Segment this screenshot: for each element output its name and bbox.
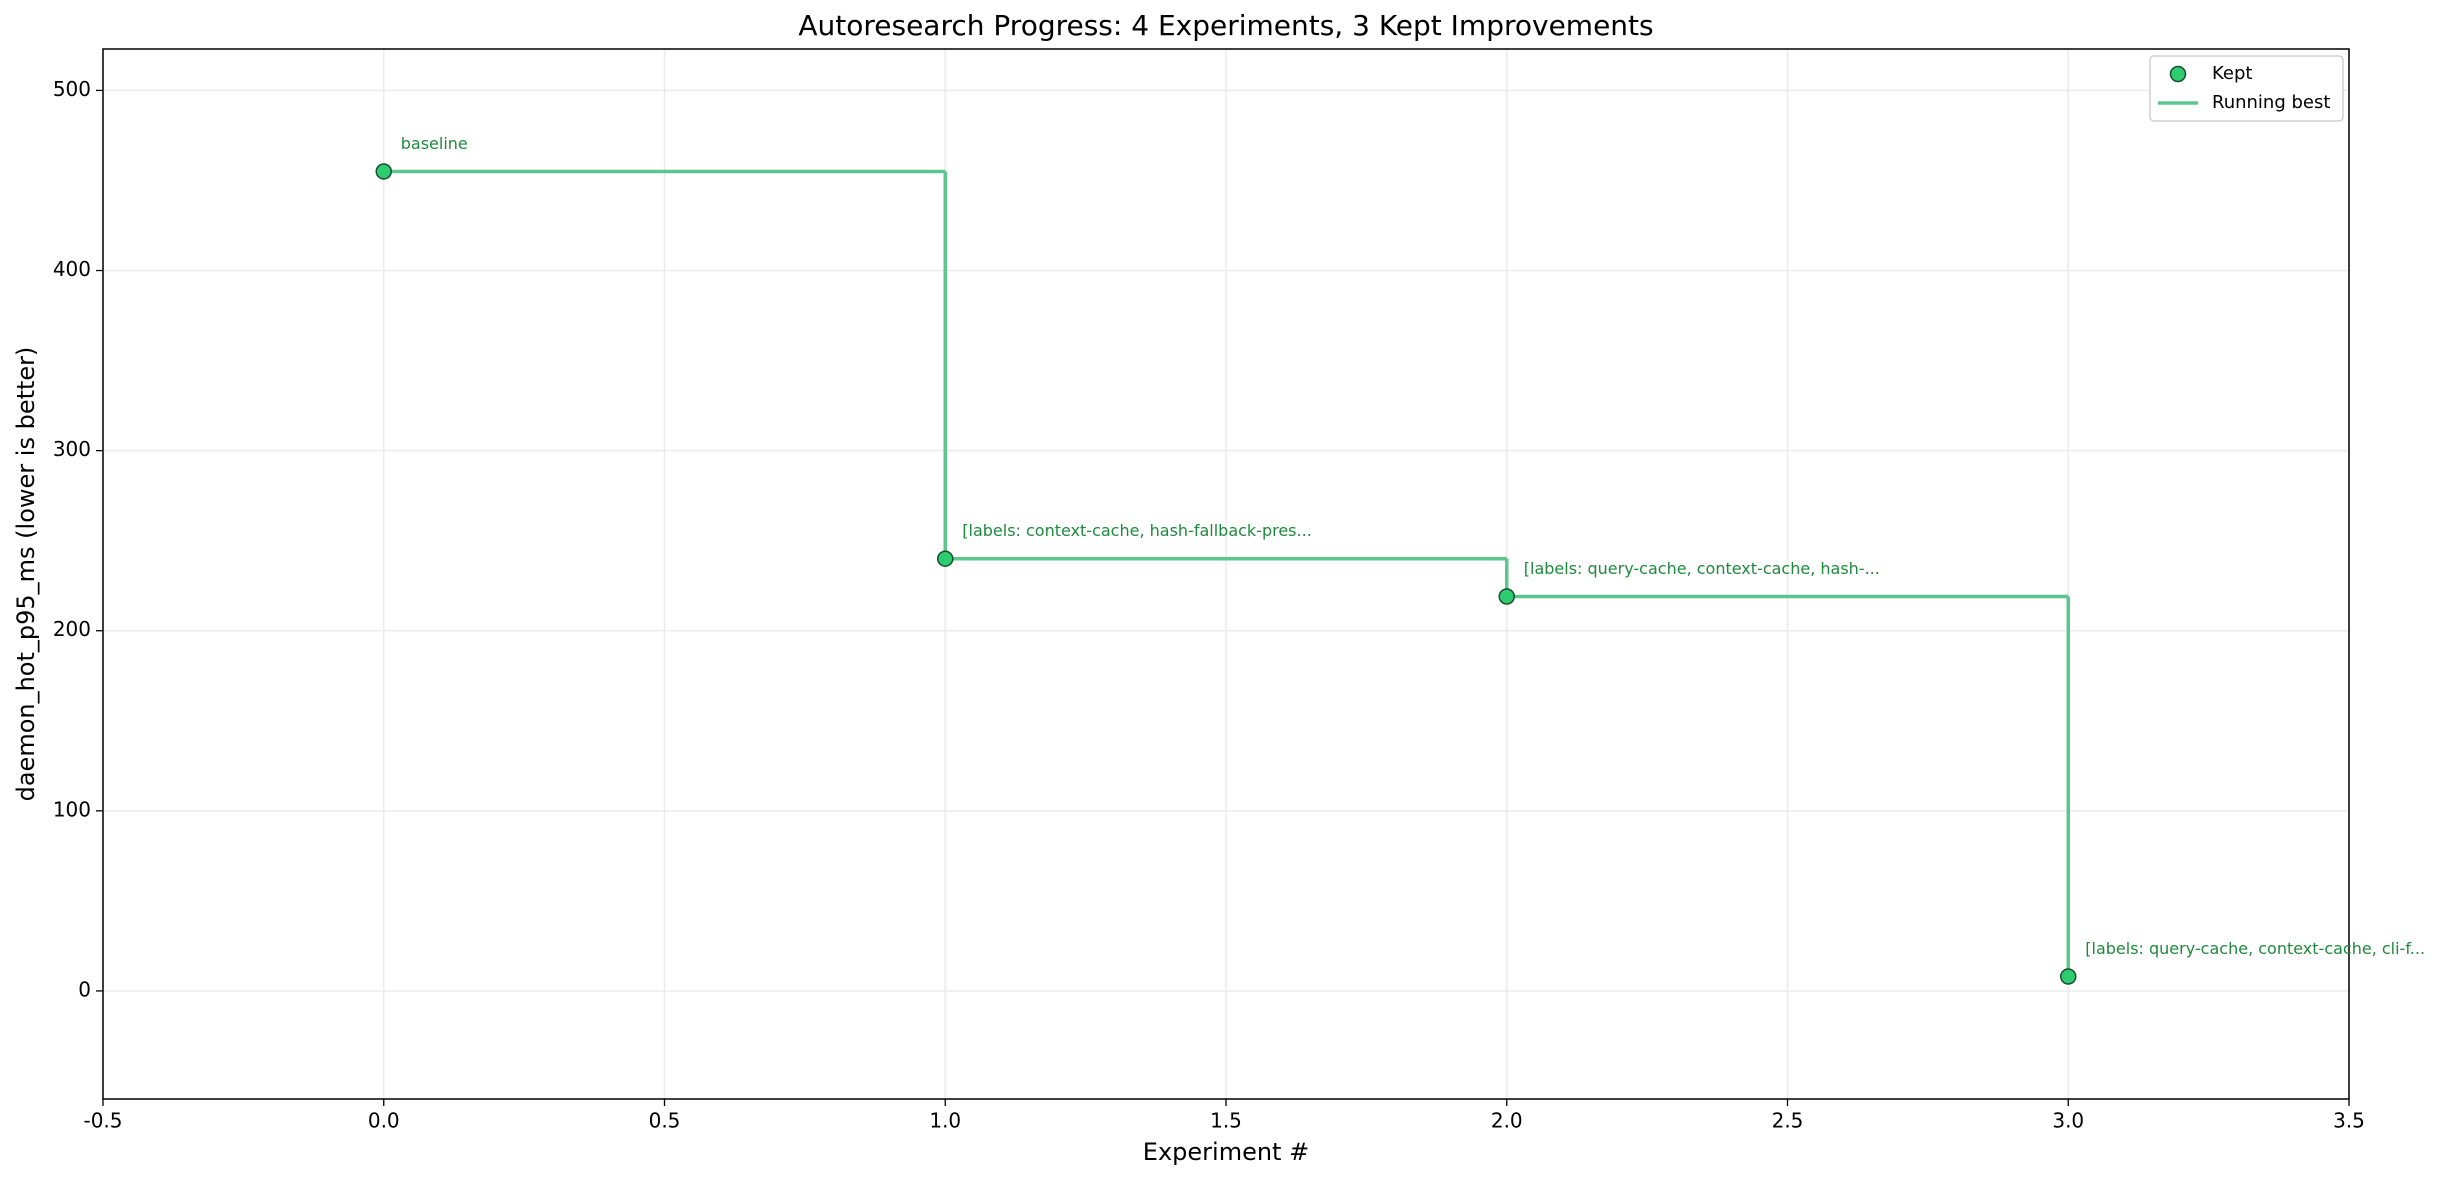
y-tick-label: 100 bbox=[53, 797, 91, 821]
kept-point bbox=[2060, 968, 2077, 985]
y-tick-label: 0 bbox=[78, 977, 91, 1001]
annotation: [labels: query-cache, context-cache, has… bbox=[1524, 559, 1880, 578]
annotation: [labels: context-cache, hash-fallback-pr… bbox=[962, 521, 1312, 540]
y-axis-label: daemon_hot_p95_ms (lower is better) bbox=[12, 347, 40, 802]
x-tick-label: 1.5 bbox=[1210, 1109, 1242, 1133]
x-tick-label: 0.5 bbox=[649, 1109, 681, 1133]
kept-point bbox=[937, 550, 954, 567]
y-tick-label: 400 bbox=[53, 257, 91, 281]
x-tick-label: 0.0 bbox=[368, 1109, 400, 1133]
annotation: [labels: query-cache, context-cache, cli… bbox=[2085, 939, 2425, 958]
y-tick-label: 300 bbox=[53, 437, 91, 461]
legend-marker bbox=[2169, 65, 2187, 83]
annotation: baseline bbox=[401, 134, 468, 153]
y-tick-label: 200 bbox=[53, 617, 91, 641]
x-tick-label: 3.5 bbox=[2333, 1109, 2365, 1133]
chart-title: Autoresearch Progress: 4 Experiments, 3 … bbox=[798, 9, 1653, 42]
x-axis-label: Experiment # bbox=[1143, 1138, 1309, 1166]
legend-box bbox=[2149, 55, 2344, 122]
kept-point bbox=[375, 163, 392, 180]
plot-frame bbox=[102, 48, 2350, 1100]
legend-label: Running best bbox=[2212, 92, 2330, 113]
kept-point bbox=[1498, 588, 1515, 605]
x-tick-label: 2.5 bbox=[1772, 1109, 1804, 1133]
x-tick-label: 3.0 bbox=[2052, 1109, 2084, 1133]
x-tick-label: -0.5 bbox=[83, 1109, 122, 1133]
legend-label: Kept bbox=[2212, 63, 2252, 84]
x-tick-label: 1.0 bbox=[929, 1109, 961, 1133]
x-tick-label: 2.0 bbox=[1491, 1109, 1523, 1133]
y-tick-label: 500 bbox=[53, 77, 91, 101]
